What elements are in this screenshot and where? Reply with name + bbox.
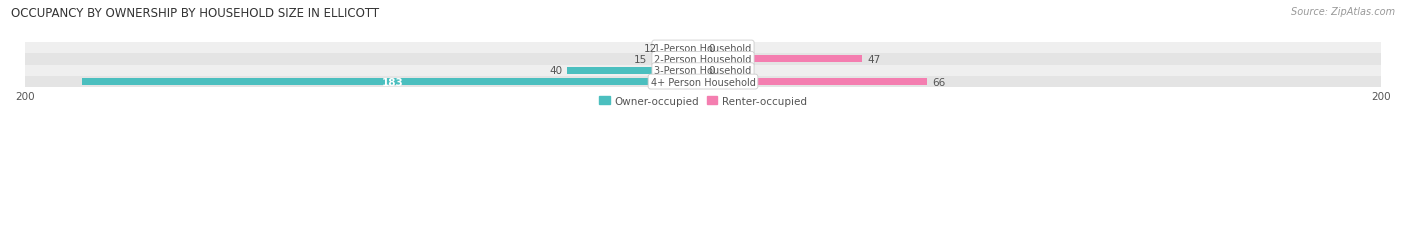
Text: 4+ Person Household: 4+ Person Household (651, 77, 755, 87)
Text: 15: 15 (634, 55, 647, 65)
Text: 1-Person Household: 1-Person Household (654, 43, 752, 53)
Text: 183: 183 (382, 77, 404, 87)
Text: 40: 40 (550, 66, 562, 76)
Bar (568, 67, 703, 74)
Bar (25, 54, 1381, 65)
Text: Source: ZipAtlas.com: Source: ZipAtlas.com (1291, 7, 1395, 17)
Text: 0: 0 (709, 43, 714, 53)
Bar (662, 45, 703, 52)
Bar (703, 79, 927, 86)
Text: OCCUPANCY BY OWNERSHIP BY HOUSEHOLD SIZE IN ELLICOTT: OCCUPANCY BY OWNERSHIP BY HOUSEHOLD SIZE… (11, 7, 380, 20)
Bar (652, 56, 703, 63)
Text: 2-Person Household: 2-Person Household (654, 55, 752, 65)
Text: 47: 47 (868, 55, 880, 65)
Bar (703, 56, 862, 63)
Bar (83, 79, 703, 86)
Text: 0: 0 (709, 66, 714, 76)
Bar (25, 65, 1381, 76)
Bar (25, 43, 1381, 54)
Text: 3-Person Household: 3-Person Household (654, 66, 752, 76)
Text: 12: 12 (644, 43, 657, 53)
Text: 66: 66 (932, 77, 945, 87)
Bar (25, 76, 1381, 88)
Legend: Owner-occupied, Renter-occupied: Owner-occupied, Renter-occupied (595, 92, 811, 111)
